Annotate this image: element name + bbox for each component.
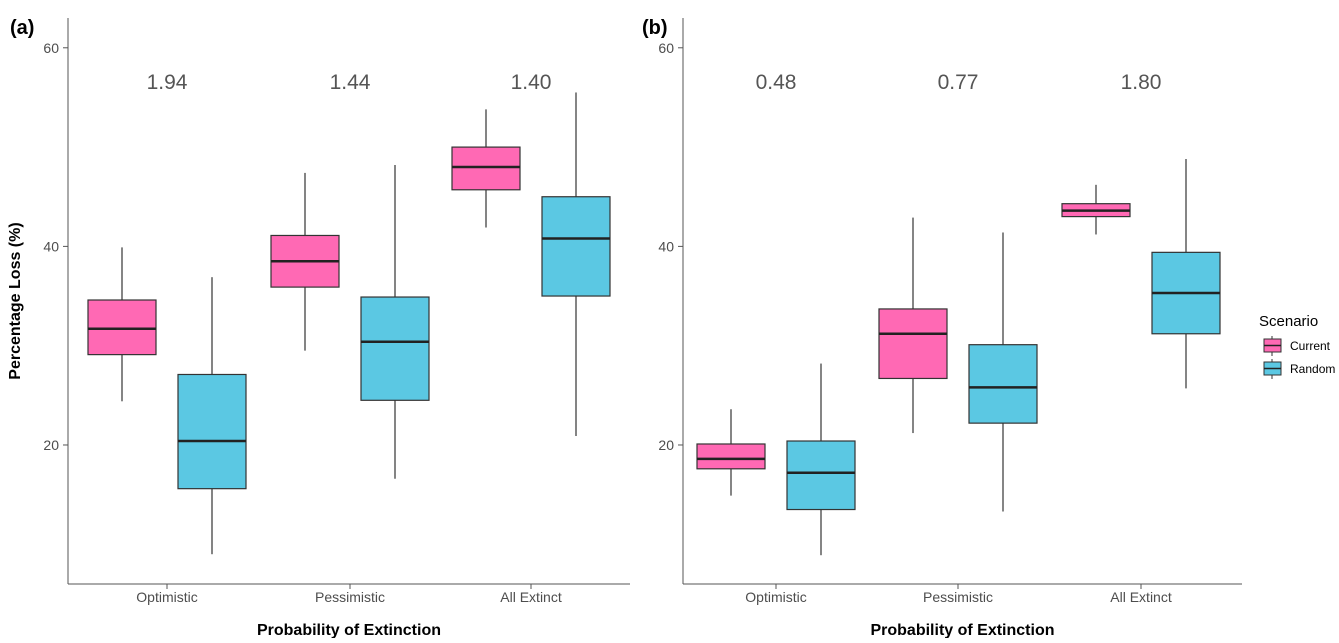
y-tick-label: 20 [658, 437, 674, 453]
y-tick-label: 20 [43, 437, 59, 453]
current-box [451, 146, 521, 191]
current-box [878, 308, 948, 380]
y-tick-label: 60 [658, 40, 674, 56]
legend-label: Random [1290, 362, 1335, 376]
random-box [786, 440, 856, 511]
panel-b: (b) 20 40 60 Optimistic Pessimistic All Extinc… [642, 17, 1242, 639]
legend: Scenario Current Random [1259, 313, 1335, 379]
random-box [541, 196, 611, 297]
x-tick-label: Pessimistic [315, 589, 385, 605]
group-annotation: 0.77 [938, 71, 979, 94]
y-axis-title: Percentage Loss (%) [7, 222, 24, 379]
legend-key-current [1263, 336, 1282, 356]
group-annotation: 1.44 [330, 71, 371, 94]
x-tick-label: All Extinct [1110, 589, 1172, 605]
x-tick-label: All Extinct [500, 589, 562, 605]
legend-key-random [1263, 359, 1282, 379]
y-tick-label: 40 [658, 238, 674, 254]
y-tick-label: 40 [43, 238, 59, 254]
legend-label: Current [1290, 339, 1331, 353]
group-annotation: 1.80 [1121, 71, 1162, 94]
current-box [87, 299, 157, 356]
x-tick-label: Optimistic [745, 589, 806, 605]
group-annotation: 0.48 [756, 71, 797, 94]
random-box [177, 373, 247, 490]
panel-label: (a) [10, 17, 34, 39]
group-annotation: 1.94 [147, 71, 188, 94]
y-tick-label: 60 [43, 40, 59, 56]
group-annotation: 1.40 [511, 71, 552, 94]
x-axis-title: Probability of Extinction [257, 622, 441, 638]
current-box [696, 443, 766, 470]
random-box [360, 296, 430, 401]
x-tick-label: Optimistic [136, 589, 197, 605]
panel-label: (b) [642, 17, 668, 39]
panel-a: (a) 20 40 60 Optimistic Pessimistic All Extinc… [7, 17, 630, 639]
x-tick-label: Pessimistic [923, 589, 993, 605]
random-box [968, 344, 1038, 424]
legend-title: Scenario [1259, 313, 1318, 330]
x-axis-title: Probability of Extinction [870, 622, 1054, 638]
